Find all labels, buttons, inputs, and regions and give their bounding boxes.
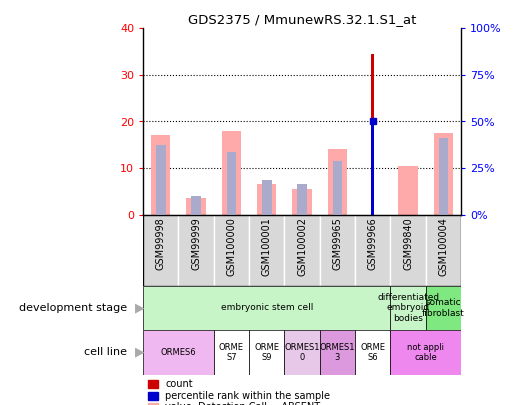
Bar [249,330,285,375]
Bar [285,330,320,375]
Bar [214,215,249,286]
Text: GSM99998: GSM99998 [156,217,166,269]
Bar [320,215,355,286]
Bar [438,138,448,215]
Bar [151,135,171,215]
Text: differentiated
embryoid
bodies: differentiated embryoid bodies [377,293,439,323]
Bar [355,215,391,286]
Bar [222,131,241,215]
Bar [262,180,271,215]
Text: ▶: ▶ [135,301,145,314]
Bar [227,152,236,215]
Text: ORMES6: ORMES6 [161,348,196,357]
Text: somatic
fibroblast: somatic fibroblast [422,298,465,318]
Text: GSM99999: GSM99999 [191,217,201,269]
Bar [372,122,374,215]
Text: GSM99966: GSM99966 [368,217,378,269]
Bar [328,149,347,215]
Title: GDS2375 / MmunewRS.32.1.S1_at: GDS2375 / MmunewRS.32.1.S1_at [188,13,416,26]
Bar [257,184,277,215]
Text: ORME
S6: ORME S6 [360,343,385,362]
Bar [297,184,307,215]
Text: not appli
cable: not appli cable [407,343,444,362]
Text: ORMES1
0: ORMES1 0 [285,343,320,362]
Bar [191,196,201,215]
Text: GSM100001: GSM100001 [262,217,272,276]
Text: GSM99965: GSM99965 [332,217,342,270]
Bar [187,198,206,215]
Text: GSM100000: GSM100000 [226,217,236,276]
Text: GSM100002: GSM100002 [297,217,307,276]
Legend: count, percentile rank within the sample, value, Detection Call = ABSENT, rank, : count, percentile rank within the sample… [148,379,331,405]
Bar [156,145,166,215]
Bar [143,330,214,375]
Text: ORMES1
3: ORMES1 3 [320,343,355,362]
Text: embryonic stem cell: embryonic stem cell [220,303,313,312]
Text: ▶: ▶ [135,346,145,359]
Bar [391,286,426,330]
Bar [143,286,391,330]
Bar [320,330,355,375]
Bar [285,215,320,286]
Text: ORME
S7: ORME S7 [219,343,244,362]
Bar [372,54,374,215]
Bar [249,215,285,286]
Bar [391,330,461,375]
Bar [426,215,461,286]
Bar [179,215,214,286]
Bar [333,161,342,215]
Text: development stage: development stage [19,303,127,313]
Bar [399,166,418,215]
Text: GSM99840: GSM99840 [403,217,413,269]
Bar [214,330,249,375]
Text: cell line: cell line [84,347,127,357]
Bar [143,215,179,286]
Bar [426,286,461,330]
Bar [355,330,391,375]
Bar [434,133,453,215]
Bar [391,215,426,286]
Bar [293,189,312,215]
Text: GSM100004: GSM100004 [438,217,448,276]
Text: ORME
S9: ORME S9 [254,343,279,362]
